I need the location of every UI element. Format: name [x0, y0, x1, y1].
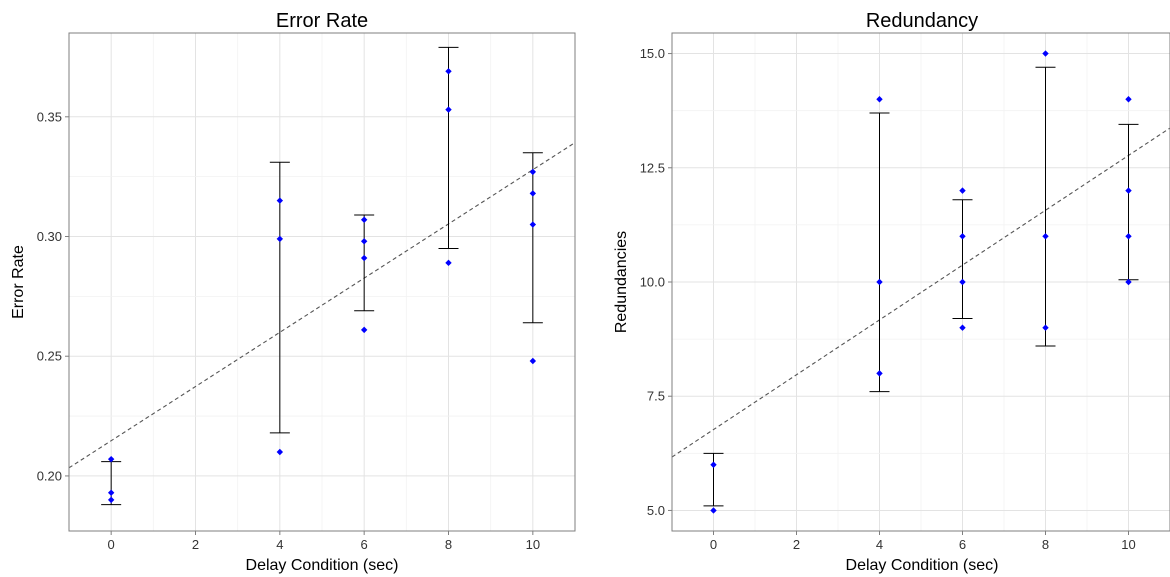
redundancy-x-ticks: 0 2 4 6 8 10 — [710, 531, 1136, 552]
y-tick-label: 0.30 — [37, 229, 62, 244]
error-rate-grid — [69, 33, 575, 531]
redundancy-data-point — [959, 187, 966, 194]
error-rate-error-bar — [354, 214, 375, 312]
error-rate-plot-frame — [68, 32, 576, 532]
x-tick-label: 0 — [710, 537, 717, 552]
error-rate-data-point — [529, 221, 537, 228]
error-rate-y-axis-label: Error Rate — [10, 245, 27, 319]
redundancy-panel: 0 2 4 6 8 10 5.0 7.5 10.0 12.5 15.0 Redundancy De… — [613, 10, 1170, 574]
x-tick-label: 4 — [876, 537, 883, 552]
redundancy-grid — [672, 33, 1170, 531]
redundancy-data-point — [710, 507, 717, 514]
redundancy-data-point — [1042, 50, 1049, 57]
error-rate-data-point — [445, 68, 452, 75]
error-rate-data-point — [107, 489, 115, 496]
x-tick-label: 8 — [445, 537, 452, 552]
error-rate-error-bar — [438, 46, 459, 249]
error-rate-data-point — [360, 216, 368, 223]
redundancy-error-bar — [1118, 123, 1139, 281]
redundancy-data-point — [959, 278, 966, 286]
y-tick-label: 0.35 — [37, 109, 62, 124]
y-tick-label: 0.20 — [37, 468, 62, 483]
redundancy-error-bar — [952, 199, 973, 320]
x-tick-label: 0 — [108, 537, 115, 552]
redundancy-trend-layer — [672, 127, 1170, 458]
error-rate-data-point — [360, 326, 368, 334]
error-rate-x-ticks: 0 2 4 6 8 10 — [108, 531, 540, 552]
error-rate-data-point — [529, 357, 537, 365]
error-rate-data-point — [529, 168, 537, 176]
redundancy-data-point — [1125, 278, 1132, 286]
error-rate-data-point — [360, 238, 368, 245]
y-tick-label: 5.0 — [647, 503, 665, 518]
error-rate-y-ticks: 0.20 0.25 0.30 0.35 — [37, 109, 69, 483]
error-rate-data-point — [107, 455, 115, 463]
error-rate-x-axis-label: Delay Condition (sec) — [246, 557, 399, 574]
x-tick-label: 4 — [276, 537, 283, 552]
redundancy-data-point — [710, 461, 717, 468]
error-rate-data-point — [445, 259, 452, 267]
y-tick-label: 12.5 — [640, 160, 665, 175]
redundancy-data-point — [1042, 324, 1049, 331]
redundancy-error-bars — [703, 66, 1139, 507]
error-rate-data-point — [360, 254, 368, 262]
x-tick-label: 6 — [959, 537, 966, 552]
error-rate-trend-layer — [69, 142, 575, 469]
redundancy-data-point — [959, 233, 966, 240]
x-tick-label: 2 — [192, 537, 199, 552]
error-rate-data-point — [276, 235, 284, 243]
x-tick-label: 10 — [1121, 537, 1135, 552]
error-rate-error-bar — [522, 152, 543, 324]
x-tick-label: 6 — [361, 537, 368, 552]
redundancy-data-point — [876, 278, 883, 286]
redundancy-title: Redundancy — [866, 10, 978, 32]
redundancy-y-axis-label: Redundancies — [613, 231, 630, 333]
redundancy-error-bar — [869, 112, 890, 393]
x-tick-label: 8 — [1042, 537, 1049, 552]
error-rate-data-point — [276, 448, 284, 456]
redundancy-data-point — [1125, 187, 1132, 194]
error-rate-data-point — [529, 190, 537, 197]
redundancy-data-point — [959, 324, 966, 331]
error-rate-data-point — [107, 496, 115, 504]
redundancy-y-ticks: 5.0 7.5 10.0 12.5 15.0 — [640, 46, 672, 518]
redundancy-error-bar — [1035, 66, 1056, 347]
error-rate-points — [107, 68, 537, 504]
error-rate-error-bars — [101, 46, 543, 506]
redundancy-data-point — [876, 370, 883, 377]
y-tick-label: 10.0 — [640, 275, 665, 290]
y-tick-label: 0.25 — [37, 349, 62, 364]
x-tick-label: 10 — [526, 537, 540, 552]
redundancy-data-point — [1125, 233, 1132, 240]
redundancy-data-point — [876, 96, 883, 103]
y-tick-label: 7.5 — [647, 389, 665, 404]
x-tick-label: 2 — [793, 537, 800, 552]
error-rate-trend-line — [69, 142, 575, 469]
redundancy-points — [710, 50, 1132, 514]
redundancy-error-bar — [703, 452, 724, 507]
redundancy-x-axis-label: Delay Condition (sec) — [846, 557, 999, 574]
error-rate-data-point — [276, 197, 284, 204]
redundancy-data-point — [1042, 233, 1049, 240]
error-rate-error-bar — [269, 161, 290, 434]
y-tick-label: 15.0 — [640, 46, 665, 61]
error-rate-panel: 0 2 4 6 8 10 0.20 0.25 0.30 0.35 Error Rate Dela… — [10, 10, 576, 574]
error-rate-title: Error Rate — [276, 10, 368, 32]
redundancy-trend-line — [672, 127, 1170, 458]
error-rate-data-point — [445, 106, 452, 113]
redundancy-data-point — [1125, 96, 1132, 103]
